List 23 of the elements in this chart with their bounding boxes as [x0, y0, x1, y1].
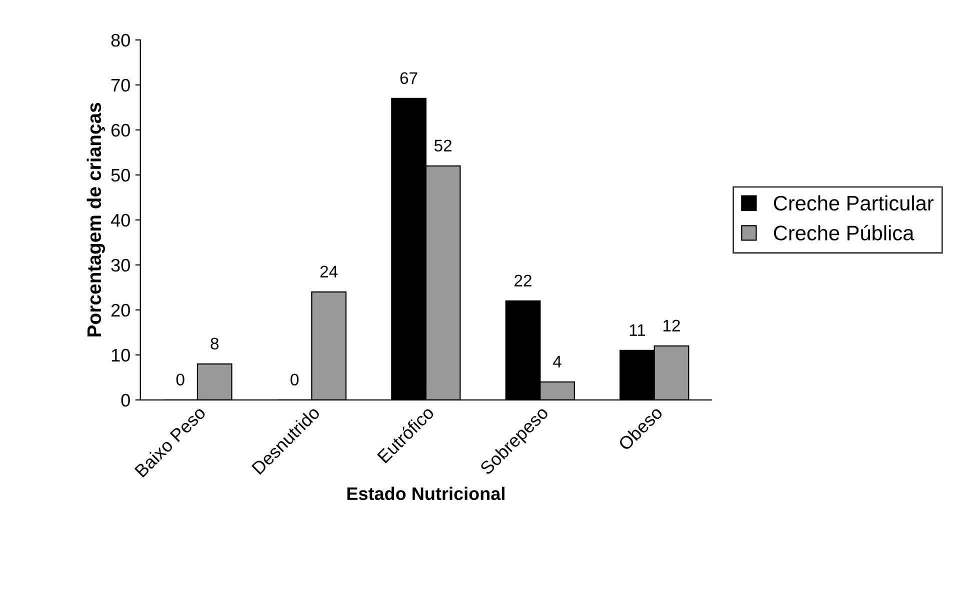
legend-label: Creche Pública — [774, 224, 914, 240]
data-label: 67 — [400, 72, 418, 84]
y-tick-label: 40 — [110, 214, 130, 227]
y-tick-label: 30 — [111, 258, 130, 272]
y-tick-label: 60 — [111, 124, 130, 137]
y-tick-label: 70 — [111, 78, 130, 92]
data-label: 4 — [553, 356, 562, 368]
data-label: 0 — [290, 374, 299, 386]
data-label: 12 — [664, 320, 680, 332]
y-tick-label: 0 — [121, 394, 130, 407]
data-label: 0 — [176, 374, 184, 386]
data-label: 22 — [514, 274, 532, 286]
y-tick-label: 10 — [112, 348, 130, 362]
y-tick-label: 80 — [111, 34, 130, 47]
data-label: 52 — [434, 140, 452, 152]
data-label: 8 — [210, 338, 219, 350]
y-tick-label: 50 — [111, 168, 130, 182]
y-tick-label: 20 — [111, 304, 130, 317]
legend-label: Creche Particular — [774, 195, 934, 211]
x-axis-title: Estado Nutricional — [347, 486, 504, 500]
data-label: 24 — [320, 266, 338, 278]
data-label: 11 — [630, 324, 646, 336]
y-axis-title: Porcentagem de crianças — [86, 102, 105, 336]
